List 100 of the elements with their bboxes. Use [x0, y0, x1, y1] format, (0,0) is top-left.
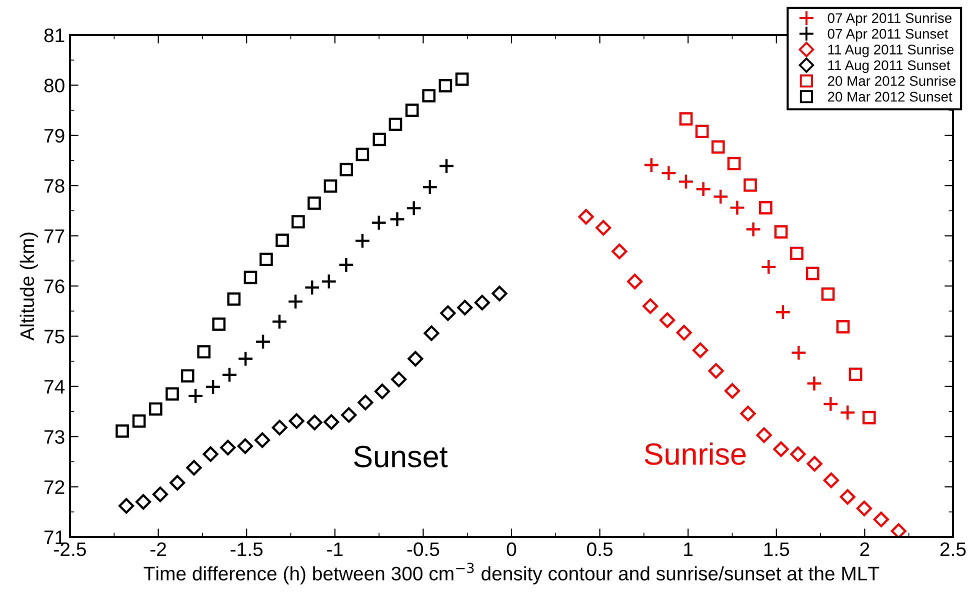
point: [306, 414, 322, 430]
point: [695, 181, 712, 198]
point: [152, 486, 168, 502]
point: [822, 396, 839, 412]
point: [271, 314, 288, 330]
point: [324, 414, 340, 430]
x-tick-label: 0: [506, 542, 516, 556]
point: [308, 196, 321, 210]
point: [596, 220, 612, 236]
x-tick-label: 0.5: [587, 542, 612, 556]
point: [220, 440, 236, 456]
point: [773, 441, 789, 457]
y-tick-label: 78: [44, 179, 64, 193]
point: [695, 124, 709, 138]
point: [288, 413, 304, 429]
legend-label: 07 Apr 2011 Sunrise: [828, 12, 952, 26]
point: [790, 246, 804, 260]
point: [806, 375, 822, 392]
point: [287, 294, 304, 310]
point: [790, 446, 806, 462]
point: [438, 158, 455, 174]
point: [744, 178, 757, 192]
point: [836, 320, 850, 334]
point: [341, 407, 357, 423]
point: [374, 384, 390, 400]
point: [873, 512, 889, 528]
point: [727, 156, 741, 170]
point: [626, 274, 643, 290]
x-tick-label: -1.5: [230, 542, 263, 556]
x-axis-title: Time difference (h) between 300 cm$^{−3}$ density contour and sunrise/sunset at the MLT: [144, 562, 880, 584]
point: [116, 424, 129, 438]
x-tick-label: -2.5: [54, 542, 86, 556]
point: [197, 345, 211, 358]
point: [292, 215, 305, 228]
legend-label: 11 Aug 2011 Sunset: [828, 60, 950, 73]
point: [356, 148, 370, 162]
point: [758, 201, 772, 214]
point: [676, 324, 692, 340]
point: [254, 334, 272, 350]
x-tick-label: 2: [860, 542, 870, 556]
point: [840, 404, 856, 421]
point: [745, 221, 762, 238]
point: [186, 460, 202, 476]
point: [170, 474, 186, 491]
point: [180, 369, 194, 383]
x-tick-label: 2.5: [940, 542, 966, 556]
point: [729, 200, 746, 216]
point: [422, 179, 438, 196]
point: [354, 232, 371, 249]
y-tick-label: 76: [44, 279, 64, 294]
point: [304, 279, 320, 296]
point: [244, 270, 258, 284]
point: [806, 266, 820, 280]
point: [612, 244, 628, 260]
point: [148, 402, 162, 416]
point: [272, 420, 288, 436]
point: [474, 294, 490, 310]
point: [408, 351, 424, 367]
y-tick-label: 71: [44, 530, 64, 544]
point: [227, 292, 241, 306]
point: [890, 523, 906, 537]
y-axis-title: Altitude (km): [20, 232, 38, 341]
point: [254, 432, 270, 448]
x-tick-label: 1: [684, 542, 693, 556]
point: [724, 383, 740, 399]
point: [679, 112, 693, 126]
point: [424, 325, 440, 341]
point: [212, 317, 226, 331]
point: [492, 286, 508, 302]
point: [856, 500, 872, 516]
point: [438, 79, 452, 92]
point: [840, 489, 856, 505]
point: [578, 208, 594, 225]
point: [422, 89, 436, 102]
point: [740, 406, 756, 422]
y-tick-label: 79: [44, 128, 64, 143]
point: [806, 456, 822, 472]
point: [405, 104, 419, 117]
point: [790, 344, 807, 361]
point: [760, 258, 777, 275]
annotation: Sunrise: [644, 442, 746, 465]
point: [660, 164, 677, 182]
y-tick-label: 77: [44, 229, 64, 243]
point: [276, 234, 289, 247]
legend-label: 20 Mar 2012 Sunset: [828, 92, 952, 102]
point: [237, 350, 254, 367]
point: [406, 200, 422, 216]
point: [188, 388, 204, 404]
point: [440, 305, 456, 321]
y-tick-label: 72: [44, 480, 64, 494]
y-tick-label: 81: [44, 28, 64, 42]
point: [642, 298, 658, 314]
point: [391, 372, 407, 388]
point: [260, 252, 273, 266]
point: [221, 366, 238, 383]
x-tick-label: -1: [327, 542, 343, 556]
point: [862, 410, 876, 424]
y-tick-label: 74: [44, 380, 65, 394]
point: [692, 342, 708, 358]
point: [320, 273, 337, 290]
